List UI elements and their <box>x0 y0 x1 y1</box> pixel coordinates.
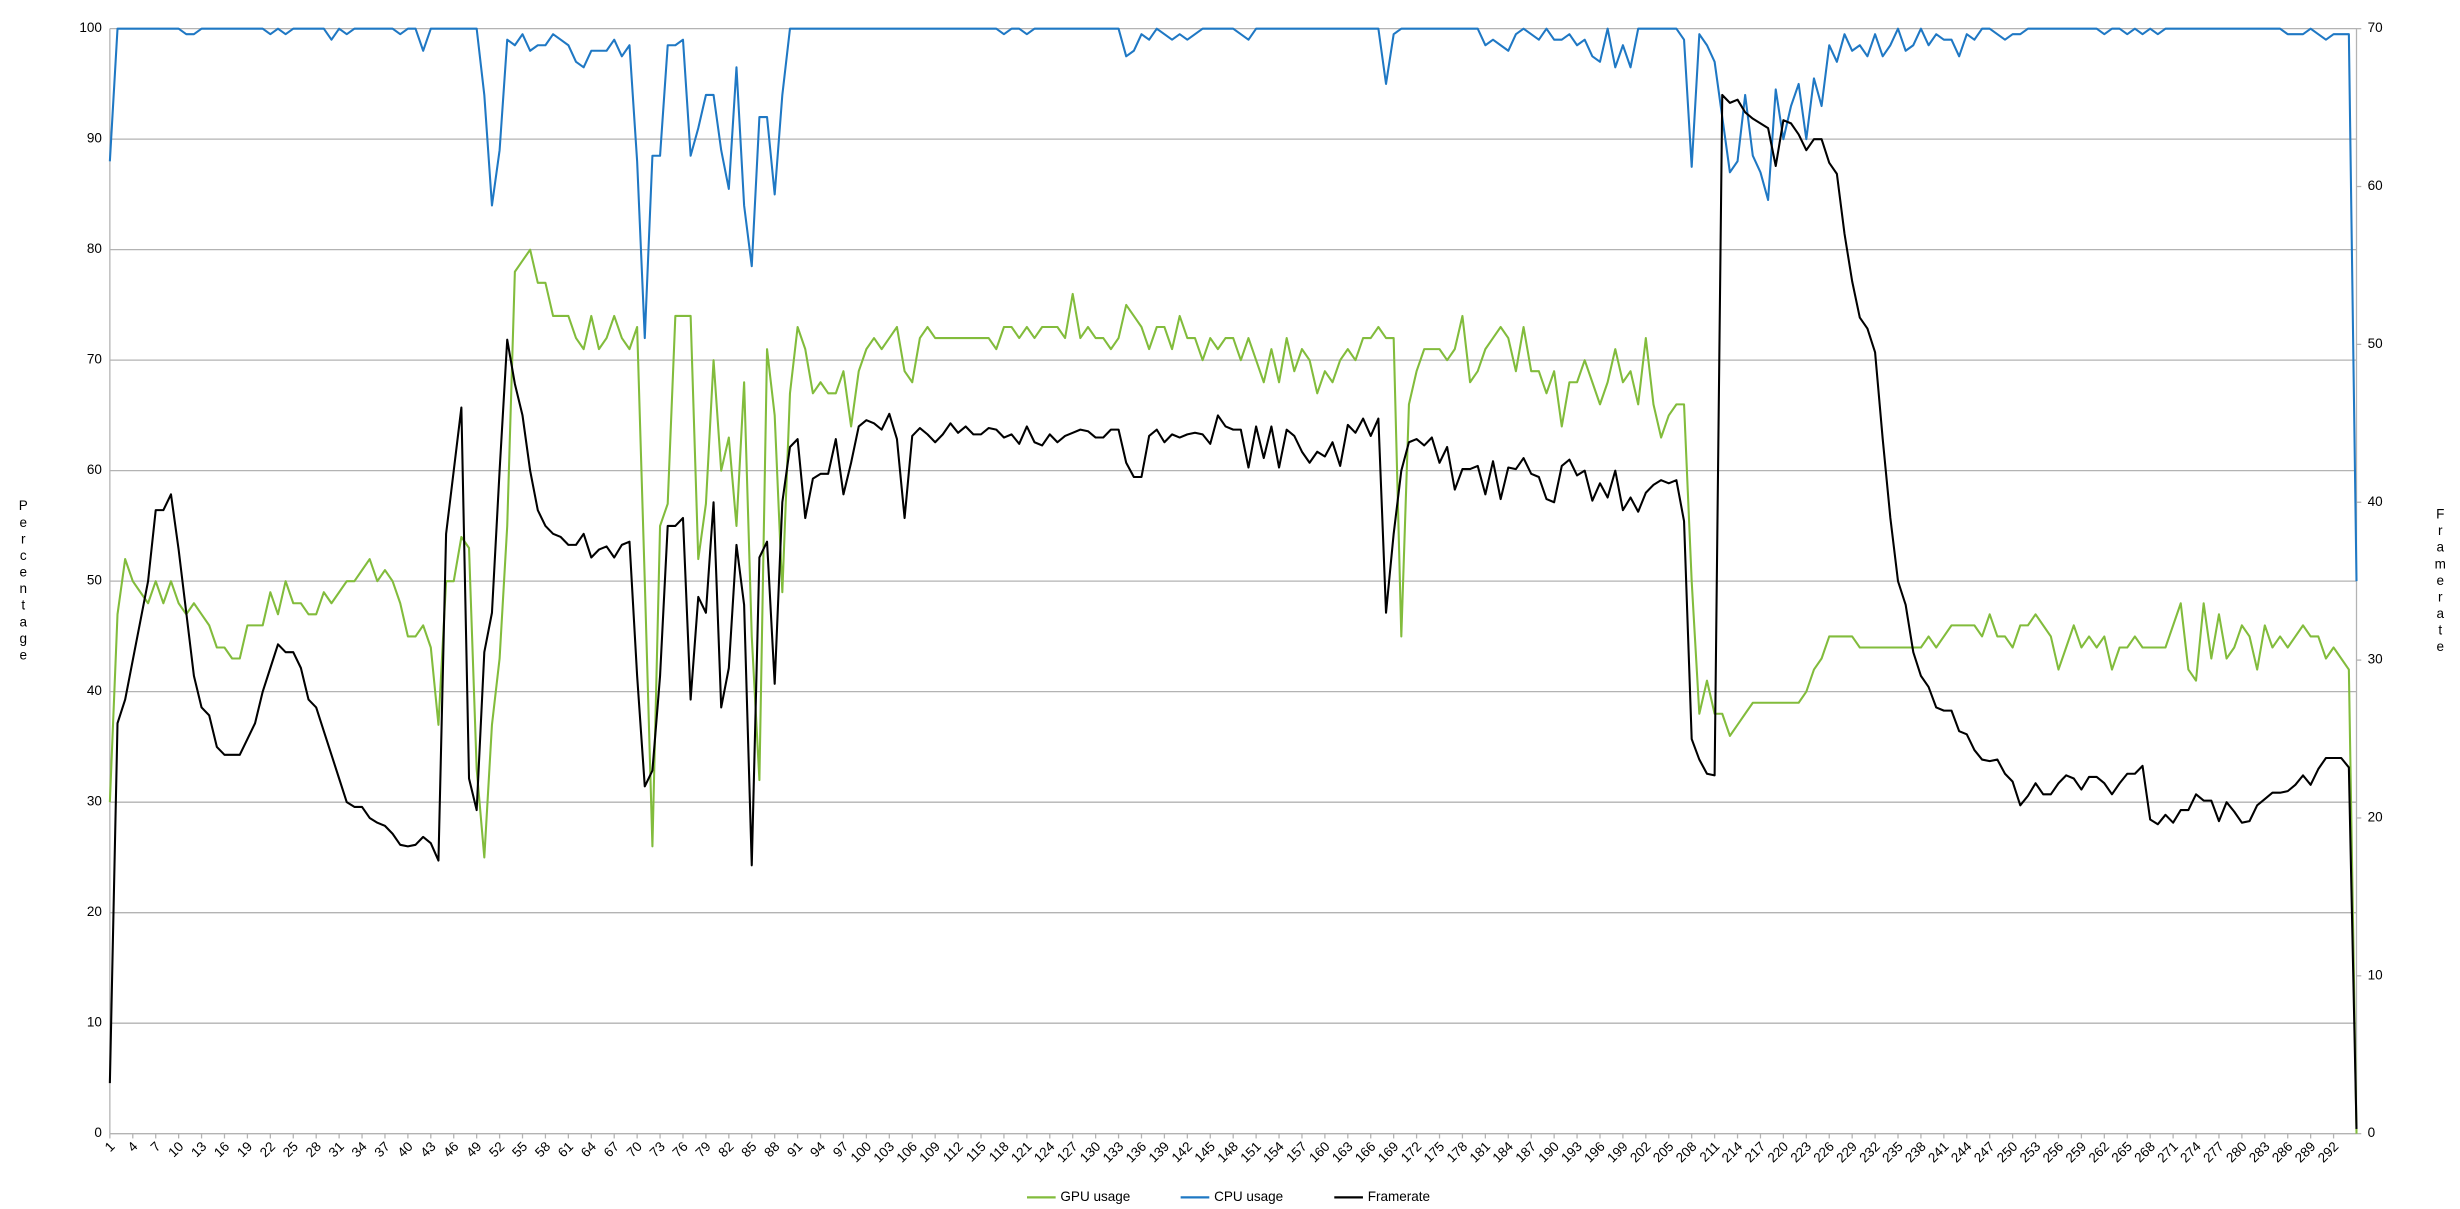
series-line <box>108 93 2358 1129</box>
x-tick-label: 55 <box>509 1139 530 1160</box>
y2-tick-label: 50 <box>2368 336 2383 351</box>
x-tick-label: 91 <box>784 1139 805 1160</box>
x-tick-label: 25 <box>280 1139 301 1160</box>
x-tick-label: 58 <box>532 1139 553 1160</box>
series-line <box>108 27 2358 582</box>
x-tick-label: 85 <box>738 1139 759 1160</box>
x-tick-label: 40 <box>394 1139 415 1160</box>
y-tick-label: 100 <box>79 20 102 35</box>
y-tick-label: 0 <box>94 1125 102 1140</box>
y-tick-label: 60 <box>87 462 102 477</box>
y2-axis-title: Framerate <box>2433 507 2448 656</box>
y2-tick-label: 0 <box>2368 1125 2376 1140</box>
x-tick-label: 22 <box>257 1139 278 1160</box>
series-line <box>108 248 2358 1134</box>
legend-label: Framerate <box>1368 1189 1430 1204</box>
x-tick-label: 70 <box>624 1139 645 1160</box>
x-tick-label: 52 <box>486 1139 507 1160</box>
y2-tick-label: 70 <box>2368 20 2383 35</box>
x-tick-label: 46 <box>440 1139 461 1160</box>
y-tick-label: 80 <box>87 241 102 256</box>
y2-tick-label: 60 <box>2368 178 2383 193</box>
x-tick-label: 19 <box>234 1139 255 1160</box>
y-tick-label: 10 <box>87 1015 102 1030</box>
x-tick-label: 31 <box>326 1139 347 1160</box>
legend-label: CPU usage <box>1214 1189 1283 1204</box>
x-tick-label: 13 <box>188 1139 209 1160</box>
y2-tick-label: 10 <box>2368 967 2383 982</box>
x-tick-label: 79 <box>693 1139 714 1160</box>
y-tick-label: 30 <box>87 794 102 809</box>
y-tick-label: 50 <box>87 573 102 588</box>
x-tick-label: 67 <box>601 1139 622 1160</box>
y-tick-label: 40 <box>87 683 102 698</box>
y2-tick-label: 20 <box>2368 810 2383 825</box>
x-tick-label: 43 <box>417 1139 438 1160</box>
x-tick-label: 37 <box>372 1139 393 1160</box>
x-tick-label: 49 <box>463 1139 484 1160</box>
x-tick-label: 10 <box>165 1139 186 1160</box>
y2-tick-label: 30 <box>2368 652 2383 667</box>
x-tick-label: 73 <box>647 1139 668 1160</box>
x-tick-label: 82 <box>715 1139 736 1160</box>
y2-tick-label: 40 <box>2368 494 2383 509</box>
x-tick-label: 97 <box>830 1139 851 1160</box>
x-tick-label: 76 <box>670 1139 691 1160</box>
y-axis-title: Percentage <box>16 498 31 664</box>
x-tick-label: 16 <box>211 1139 232 1160</box>
y-tick-label: 70 <box>87 352 102 367</box>
y-tick-label: 20 <box>87 904 102 919</box>
x-tick-label: 28 <box>303 1139 324 1160</box>
legend-label: GPU usage <box>1060 1189 1130 1204</box>
x-tick-label: 61 <box>555 1139 576 1160</box>
x-tick-label: 88 <box>761 1139 782 1160</box>
y-tick-label: 90 <box>87 131 102 146</box>
